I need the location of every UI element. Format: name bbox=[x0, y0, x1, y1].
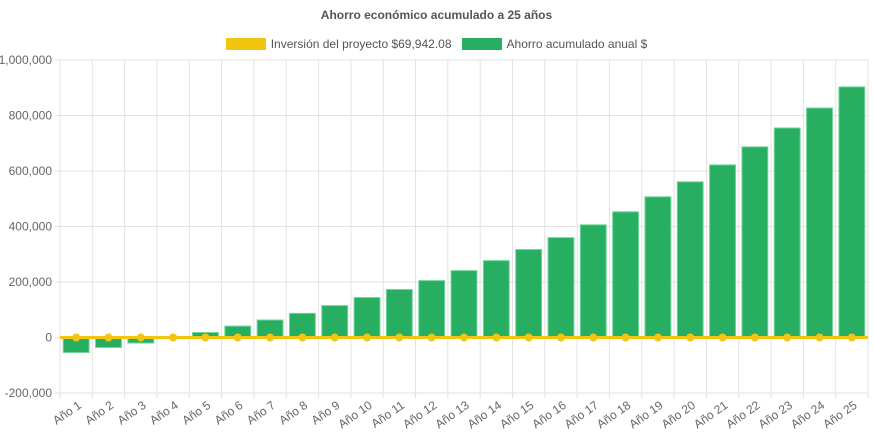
bar[interactable] bbox=[806, 107, 833, 338]
legend-item-savings[interactable]: Ahorro acumulado anual $ bbox=[461, 37, 648, 51]
investment-point[interactable] bbox=[847, 333, 856, 342]
bar[interactable] bbox=[676, 181, 704, 338]
x-tick-label: Año 15 bbox=[497, 398, 536, 431]
x-tick-label: Año 19 bbox=[626, 398, 665, 431]
investment-point[interactable] bbox=[72, 333, 81, 342]
bar[interactable] bbox=[321, 305, 349, 338]
x-tick-label: Año 25 bbox=[820, 398, 859, 431]
bar[interactable] bbox=[709, 164, 736, 338]
legend-label-investment: Inversión del proyecto $69,942.08 bbox=[270, 37, 452, 51]
bar[interactable] bbox=[644, 196, 672, 338]
investment-point[interactable] bbox=[330, 333, 339, 342]
legend: Inversión del proyecto $69,942.08 Ahorro… bbox=[0, 37, 873, 51]
bar[interactable] bbox=[579, 224, 607, 339]
bar[interactable] bbox=[353, 297, 381, 339]
x-tick-label: Año 21 bbox=[691, 398, 730, 431]
investment-point[interactable] bbox=[750, 333, 759, 342]
investment-point[interactable] bbox=[621, 333, 630, 342]
investment-point[interactable] bbox=[524, 333, 533, 342]
y-tick-label: 600,000 bbox=[9, 164, 53, 178]
legend-swatch-investment bbox=[225, 38, 266, 50]
x-tick-label: Año 7 bbox=[244, 398, 278, 428]
bar[interactable] bbox=[515, 249, 543, 338]
investment-point[interactable] bbox=[686, 333, 695, 342]
legend-swatch-savings bbox=[461, 38, 502, 50]
x-tick-label: Año 11 bbox=[369, 398, 408, 431]
investment-point[interactable] bbox=[815, 333, 824, 342]
chart-title: Ahorro económico acumulado a 25 años bbox=[320, 8, 553, 22]
y-tick-label: 1,000,000 bbox=[0, 53, 52, 67]
legend-item-investment[interactable]: Inversión del proyecto $69,942.08 bbox=[225, 37, 452, 51]
investment-point[interactable] bbox=[298, 333, 307, 342]
x-tick-label: Año 24 bbox=[788, 398, 827, 431]
x-tick-label: Año 4 bbox=[147, 398, 181, 428]
x-tick-label: Año 2 bbox=[82, 398, 116, 428]
investment-point[interactable] bbox=[233, 333, 242, 342]
y-tick-label: 400,000 bbox=[9, 220, 53, 234]
x-tick-label: Año 13 bbox=[433, 398, 472, 431]
investment-point[interactable] bbox=[266, 333, 275, 342]
investment-point[interactable] bbox=[201, 333, 210, 342]
x-tick-label: Año 1 bbox=[50, 398, 84, 428]
y-tick-label: 800,000 bbox=[9, 109, 53, 123]
investment-point[interactable] bbox=[653, 333, 662, 342]
investment-point[interactable] bbox=[427, 333, 436, 342]
x-tick-label: Año 16 bbox=[529, 398, 568, 431]
investment-point[interactable] bbox=[556, 333, 565, 342]
bar[interactable] bbox=[385, 288, 413, 338]
bar[interactable] bbox=[450, 270, 478, 338]
investment-point[interactable] bbox=[589, 333, 598, 342]
bar[interactable] bbox=[547, 237, 575, 339]
bar[interactable] bbox=[418, 280, 446, 338]
investment-point[interactable] bbox=[136, 333, 145, 342]
investment-point[interactable] bbox=[395, 333, 404, 342]
x-tick-label: Año 23 bbox=[756, 398, 795, 431]
investment-point[interactable] bbox=[492, 333, 501, 342]
x-tick-label: Año 14 bbox=[465, 398, 504, 431]
x-tick-label: Año 17 bbox=[562, 398, 601, 431]
bar[interactable] bbox=[612, 211, 640, 338]
y-tick-label: 0 bbox=[45, 331, 52, 345]
x-tick-label: Año 6 bbox=[212, 398, 246, 428]
bar[interactable] bbox=[838, 86, 866, 339]
y-tick-label: 200,000 bbox=[9, 275, 53, 289]
x-tick-label: Año 3 bbox=[115, 398, 149, 428]
investment-point[interactable] bbox=[783, 333, 792, 342]
x-tick-label: Año 18 bbox=[594, 398, 633, 431]
x-tick-label: Año 22 bbox=[723, 398, 762, 431]
x-tick-label: Año 8 bbox=[276, 398, 310, 428]
x-tick-label: Año 20 bbox=[659, 398, 698, 431]
bar[interactable] bbox=[482, 260, 510, 339]
x-tick-label: Año 12 bbox=[400, 398, 439, 431]
y-tick-label: -200,000 bbox=[5, 386, 53, 400]
investment-point[interactable] bbox=[718, 333, 727, 342]
investment-point[interactable] bbox=[460, 333, 468, 342]
investment-point[interactable] bbox=[169, 333, 178, 342]
legend-label-savings: Ahorro acumulado anual $ bbox=[506, 37, 648, 51]
bar[interactable] bbox=[741, 146, 769, 338]
bar[interactable] bbox=[773, 127, 801, 338]
investment-point[interactable] bbox=[363, 333, 372, 342]
x-tick-label: Año 5 bbox=[179, 398, 213, 428]
investment-point[interactable] bbox=[104, 333, 113, 342]
x-tick-label: Año 10 bbox=[336, 398, 375, 431]
